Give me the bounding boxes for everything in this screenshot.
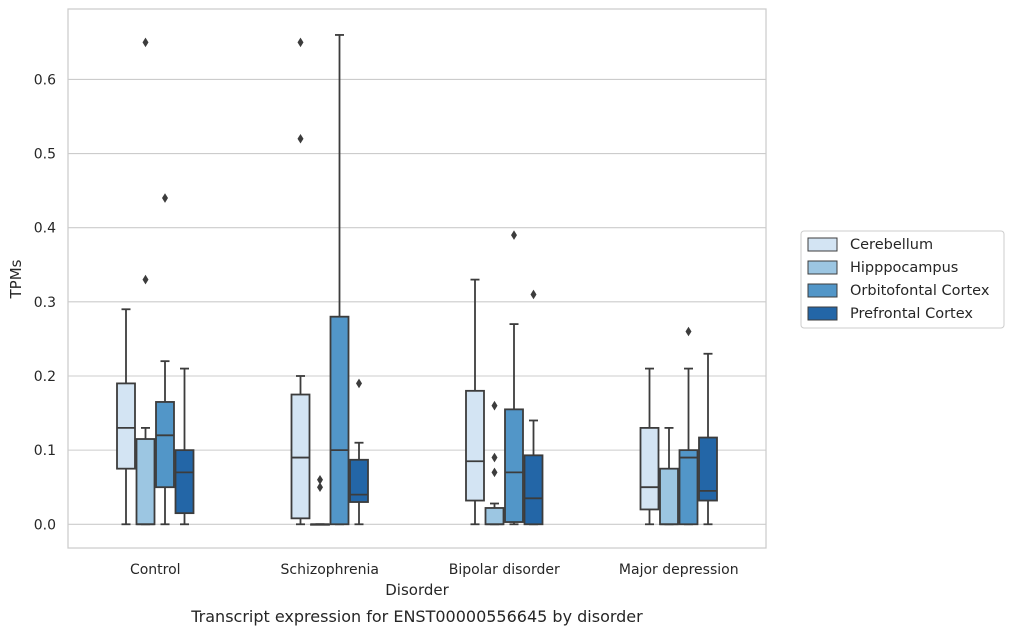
y-tick-label: 0.2	[34, 369, 56, 385]
outlier-point	[530, 289, 537, 300]
outlier-point	[297, 133, 304, 144]
box-orbitofontal-cortex	[504, 230, 524, 526]
x-axis: Control Schizophrenia Bipolar disorder Majo…	[130, 562, 739, 578]
y-tick-label: 0.3	[34, 295, 56, 311]
legend-swatch	[807, 306, 838, 321]
outlier-point	[491, 467, 498, 478]
box-body	[504, 408, 524, 523]
x-tick-label: Schizophrenia	[281, 562, 379, 578]
box-body	[659, 467, 679, 526]
legend-swatch	[807, 260, 838, 275]
box-body	[349, 458, 369, 503]
y-axis-title: TPMs	[7, 259, 25, 299]
plot-frame	[67, 8, 767, 549]
x-tick-label: Bipolar disorder	[449, 562, 560, 578]
y-tick-label: 0.6	[34, 72, 56, 88]
legend-swatch	[807, 237, 838, 252]
y-tick-label: 0.0	[34, 517, 56, 533]
outlier-point	[356, 378, 362, 389]
legend-label: Cerebellum	[850, 237, 933, 253]
y-axis: 0.0 0.1 0.2 0.3 0.4 0.5 0.6	[34, 72, 56, 533]
box-body	[290, 393, 311, 520]
outlier-point	[317, 474, 323, 485]
box-body	[116, 382, 136, 470]
outlier-point	[142, 37, 149, 48]
box-cerebellum	[290, 37, 311, 526]
chart-caption: Transcript expression for ENST0000055664…	[190, 607, 643, 626]
legend: Cerebellum Hipppocampus Orbitofontal Corte…	[800, 230, 1005, 329]
box-prefrontal-cortex	[698, 352, 718, 526]
legend-label: Hipppocampus	[850, 260, 958, 276]
outlier-point	[491, 400, 498, 411]
outlier-point	[685, 326, 692, 337]
box-prefrontal-cortex	[523, 289, 544, 526]
box-hipppocampus	[484, 400, 505, 526]
outlier-point	[511, 230, 517, 240]
box-body	[639, 426, 660, 511]
box-prefrontal-cortex	[349, 378, 369, 526]
box-body	[135, 438, 156, 526]
box-hipppocampus	[659, 426, 679, 526]
legend-label: Orbitofontal Cortex	[850, 283, 990, 299]
box-body	[484, 507, 505, 526]
box-body	[329, 315, 350, 526]
box-hipppocampus	[310, 474, 330, 526]
y-tick-label: 0.4	[34, 221, 56, 237]
box-orbitofontal-cortex	[678, 326, 699, 526]
outlier-point	[142, 274, 149, 285]
box-orbitofontal-cortex	[329, 34, 350, 526]
legend-frame	[800, 230, 1005, 329]
y-tick-label: 0.5	[34, 147, 56, 163]
outlier-point	[297, 37, 304, 48]
box-hipppocampus	[135, 37, 156, 526]
outlier-point	[162, 193, 168, 203]
box-orbitofontal-cortex	[155, 193, 175, 526]
box-body	[698, 436, 718, 502]
box-body	[174, 449, 195, 515]
outlier-point	[317, 482, 323, 493]
box-body	[678, 449, 699, 526]
box-cerebellum	[639, 367, 660, 526]
boxes	[116, 34, 718, 526]
x-axis-title: Disorder	[385, 581, 449, 599]
x-tick-label: Major depression	[619, 562, 739, 578]
x-tick-label: Control	[130, 562, 181, 578]
y-tick-label: 0.1	[34, 443, 56, 459]
box-body	[155, 401, 175, 489]
legend-label: Prefrontal Cortex	[850, 306, 973, 322]
box-cerebellum	[465, 278, 485, 526]
box-prefrontal-cortex	[174, 367, 195, 526]
legend-swatch	[807, 283, 838, 298]
outlier-point	[491, 452, 498, 463]
box-body	[465, 389, 485, 502]
box-body	[523, 454, 544, 526]
box-cerebellum	[116, 308, 136, 526]
